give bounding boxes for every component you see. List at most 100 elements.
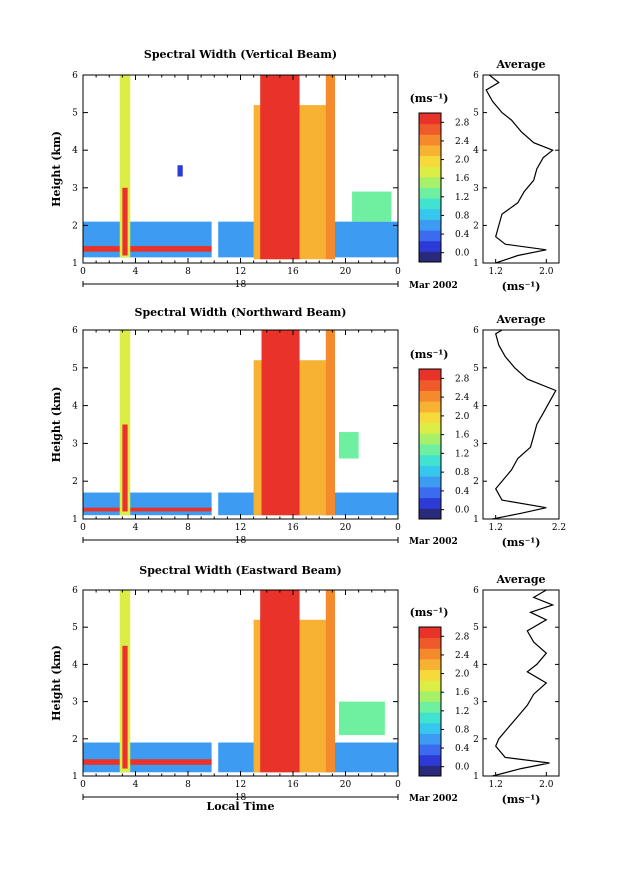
x-tick-label: 16: [287, 780, 299, 790]
y-tick-label: 3: [72, 698, 78, 708]
y-tick-label: 2: [72, 735, 78, 745]
date-day-label: 18: [235, 793, 247, 803]
profile-panel: Average 1 2 3 4 5 6 1.2 2.2 (ms⁻¹): [473, 313, 566, 549]
colorbar-tick-label: 0.0: [455, 249, 470, 259]
colorbar-tick-label: 0.4: [455, 230, 470, 240]
x-tick-label: 0: [395, 780, 401, 790]
profile-x-label: (ms⁻¹): [502, 280, 541, 293]
y-axis-label: Height (km): [50, 387, 63, 463]
colorbar-swatch: [419, 712, 441, 724]
colorbar-swatch: [419, 648, 441, 660]
colorbar-frame: [418, 112, 442, 263]
profile-line: [492, 589, 555, 777]
heatmap-cell: [260, 75, 300, 260]
colorbar-swatch: [419, 444, 441, 456]
colorbar-unit-label: (ms⁻¹): [410, 348, 449, 361]
chart-title: Spectral Width (Eastward Beam): [139, 564, 341, 577]
profile-y-tick-label: 2: [473, 477, 479, 487]
profile-panel: Average 1 2 3 4 5 6 1.2 2.0 (ms⁻¹): [473, 573, 560, 806]
colorbar-tick-label: 2.8: [455, 118, 470, 128]
x-tick-label: 20: [340, 780, 352, 790]
colorbar-swatch: [419, 166, 441, 178]
colorbar-tick-label: 2.8: [455, 632, 470, 642]
colorbar-tick-label: 2.8: [455, 374, 470, 384]
colorbar-swatch: [419, 176, 441, 188]
x-tick-label: 4: [133, 523, 139, 533]
colorbar-swatch: [419, 658, 441, 671]
date-label: Mar 2002: [409, 537, 458, 547]
profile-x-tick-label: 1.2: [489, 780, 503, 790]
x-tick-label: 0: [80, 780, 86, 790]
colorbar-tick-label: 1.6: [455, 174, 470, 184]
colorbar-frame: [418, 368, 442, 520]
colorbar-swatch: [419, 680, 441, 692]
colorbar-swatch: [419, 240, 441, 252]
profile-y-tick-label: 5: [473, 623, 479, 633]
colorbar-swatch: [419, 733, 441, 745]
profile-x-tick-label: 1.2: [489, 523, 503, 533]
colorbar-swatch: [419, 497, 441, 509]
x-tick-label: 8: [185, 523, 191, 533]
profile-y-tick-label: 1: [473, 772, 479, 782]
heatmap-cell: [83, 759, 212, 765]
colorbar-tick-label: 2.4: [455, 137, 470, 147]
colorbar-swatch: [419, 627, 441, 639]
colorbar-swatch: [419, 369, 441, 381]
colorbar-tick-label: 2.4: [455, 393, 470, 403]
colorbar-swatch: [419, 390, 441, 402]
colorbar-swatch: [419, 690, 441, 702]
panel-1: Spectral Width (Vertical Beam)0 4 8 12 16 20 0…: [50, 48, 560, 293]
x-tick-label: 0: [395, 267, 401, 277]
x-tick-label: 8: [185, 780, 191, 790]
heatmap-cell: [122, 187, 128, 256]
colorbar-swatch: [419, 669, 441, 681]
y-tick-label: 1: [72, 259, 78, 269]
colorbar: (ms⁻¹) 0.0 0.4 0.8 1.2 1.6 2.0 2.4 2.8: [410, 606, 470, 777]
y-tick-label: 2: [72, 221, 78, 231]
y-tick-label: 5: [72, 364, 78, 374]
colorbar-swatch: [419, 454, 441, 466]
profile-y-tick-label: 3: [473, 439, 479, 449]
colorbar-tick-label: 1.2: [455, 707, 469, 717]
y-tick-label: 1: [72, 772, 78, 782]
date-label: Mar 2002: [409, 794, 458, 804]
colorbar-swatch: [419, 433, 441, 445]
x-tick-label: 20: [340, 523, 352, 533]
colorbar-swatch: [419, 401, 441, 413]
heatmap-cell: [325, 330, 335, 516]
colorbar-tick-label: 0.8: [455, 725, 470, 735]
colorbar-swatch: [419, 765, 441, 777]
colorbar-tick-label: 1.2: [455, 449, 469, 459]
profile-title: Average: [495, 58, 545, 71]
heatmap-cell: [83, 492, 212, 516]
heatmap-cell: [325, 590, 335, 773]
colorbar-tick-label: 0.0: [455, 506, 470, 516]
heatmap-cells: [83, 330, 398, 516]
y-tick-label: 4: [72, 402, 78, 412]
profile-line: [492, 329, 557, 520]
x-tick-label: 20: [340, 267, 352, 277]
profile-y-tick-label: 5: [473, 364, 479, 374]
colorbar-unit-label: (ms⁻¹): [410, 606, 449, 619]
profile-x-label: (ms⁻¹): [502, 793, 541, 806]
profile-y-tick-label: 2: [473, 221, 479, 231]
y-tick-label: 6: [72, 71, 78, 81]
chart-title: Spectral Width (Northward Beam): [135, 306, 347, 319]
colorbar-swatch: [419, 508, 441, 520]
profile-x-label: (ms⁻¹): [502, 536, 541, 549]
x-tick-label: 4: [133, 780, 139, 790]
colorbar-swatch: [419, 379, 441, 391]
colorbar-tick-label: 0.8: [455, 211, 470, 221]
profile-y-tick-label: 4: [473, 146, 479, 156]
y-tick-label: 1: [72, 515, 78, 525]
colorbar-swatch: [419, 637, 441, 649]
profile-y-tick-label: 6: [473, 71, 479, 81]
colorbar-tick-label: 2.0: [455, 670, 470, 680]
heatmap-cell: [119, 330, 131, 516]
heatmap-cells: [83, 590, 398, 773]
date-label: Mar 2002: [409, 281, 458, 291]
chart-title: Spectral Width (Vertical Beam): [144, 48, 337, 61]
colorbar-swatch: [419, 465, 441, 477]
profile-line: [485, 74, 554, 264]
heatmap-cell: [260, 590, 300, 773]
